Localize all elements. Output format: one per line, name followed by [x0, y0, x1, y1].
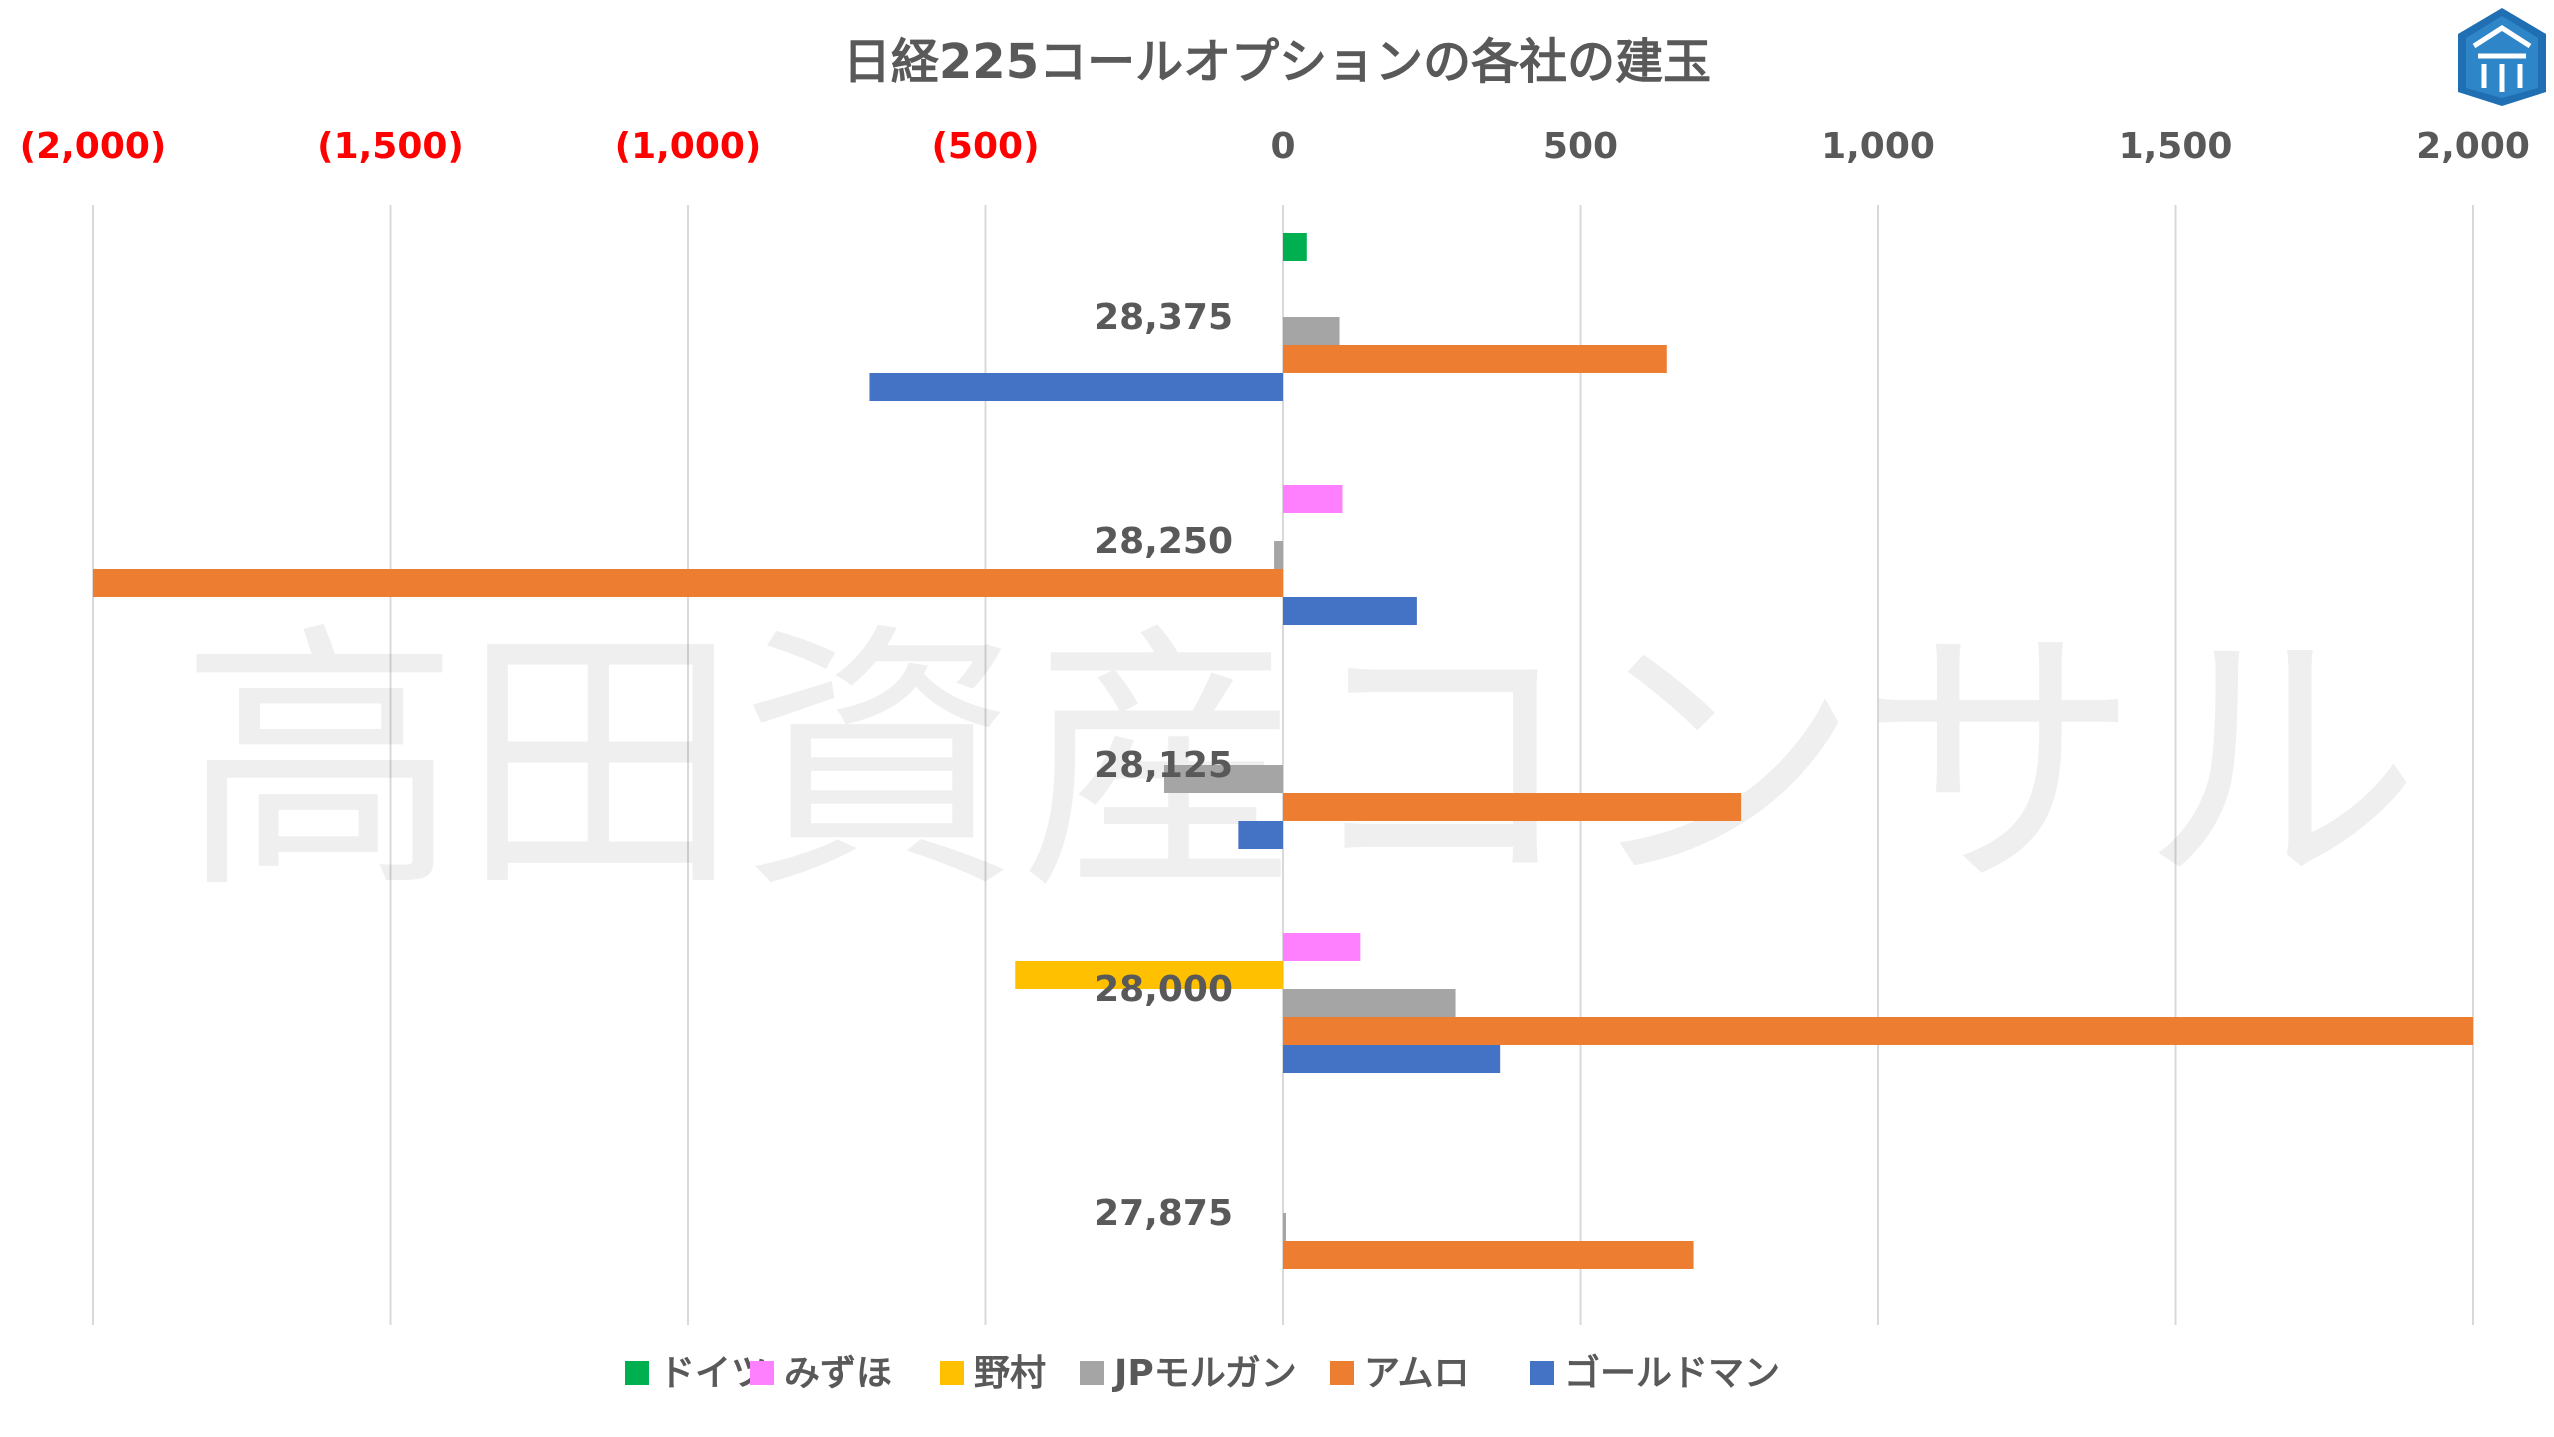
category-label: 27,875 — [1094, 1193, 1233, 1234]
x-axis-ticks: (2,000) (1,500) (1,000) (500) 0 500 1,000 1,500… — [20, 126, 2530, 167]
x-tick-label: 2,000 — [2416, 126, 2530, 167]
bar — [1283, 793, 1742, 821]
category-label: 28,250 — [1094, 521, 1233, 562]
bar — [1274, 541, 1283, 569]
legend-swatch — [750, 1361, 774, 1385]
takata-logo-icon — [2458, 8, 2546, 106]
x-tick-label: 1,000 — [1821, 126, 1935, 167]
bar — [1283, 345, 1667, 373]
bar — [1283, 233, 1307, 261]
bar — [1283, 485, 1343, 513]
category-label: 28,375 — [1094, 297, 1233, 338]
legend-swatch — [1330, 1361, 1354, 1385]
bar — [1283, 989, 1456, 1017]
legend-label: JPモルガン — [1111, 1353, 1297, 1394]
legend-swatch — [625, 1361, 649, 1385]
bar — [869, 373, 1283, 401]
bar — [1283, 597, 1417, 625]
bars — [93, 233, 2473, 1269]
legend-label: 野村 — [974, 1353, 1046, 1394]
legend-swatch — [1080, 1361, 1104, 1385]
category-label: 28,125 — [1094, 745, 1233, 786]
x-tick-label: (2,000) — [20, 126, 167, 167]
x-tick-label: (1,500) — [317, 126, 464, 167]
bar — [1283, 317, 1340, 345]
legend-swatch — [940, 1361, 964, 1385]
legend-label: アムロ — [1364, 1353, 1469, 1394]
chart-title: 日経225コールオプションの各社の建玉 — [843, 34, 1711, 90]
category-label: 28,000 — [1094, 969, 1233, 1010]
bar — [1164, 765, 1283, 793]
bar — [1283, 1045, 1501, 1073]
x-tick-label: 1,500 — [2119, 126, 2233, 167]
bar — [1283, 933, 1361, 961]
category-labels: 28,375 28,250 28,125 28,000 27,875 — [1094, 297, 1233, 1234]
legend-swatch — [1530, 1361, 1554, 1385]
bar — [93, 569, 1283, 597]
legend-label: ゴールドマン — [1564, 1352, 1780, 1394]
bar — [1283, 1241, 1694, 1269]
bar — [1283, 1017, 2473, 1045]
bar — [1283, 1213, 1286, 1241]
x-tick-label: (1,000) — [615, 126, 762, 167]
watermark: 高田資産コンサル — [180, 601, 2420, 927]
x-tick-label: 0 — [1270, 126, 1295, 167]
legend-label: ドイツ — [659, 1353, 767, 1394]
bar — [1238, 821, 1283, 849]
bar — [1015, 961, 1283, 989]
legend-label: みずほ — [784, 1353, 892, 1394]
legend: ドイツ みずほ 野村 JPモルガン アムロ ゴールドマン — [625, 1352, 1780, 1394]
x-tick-label: (500) — [931, 126, 1039, 167]
x-tick-label: 500 — [1543, 126, 1618, 167]
